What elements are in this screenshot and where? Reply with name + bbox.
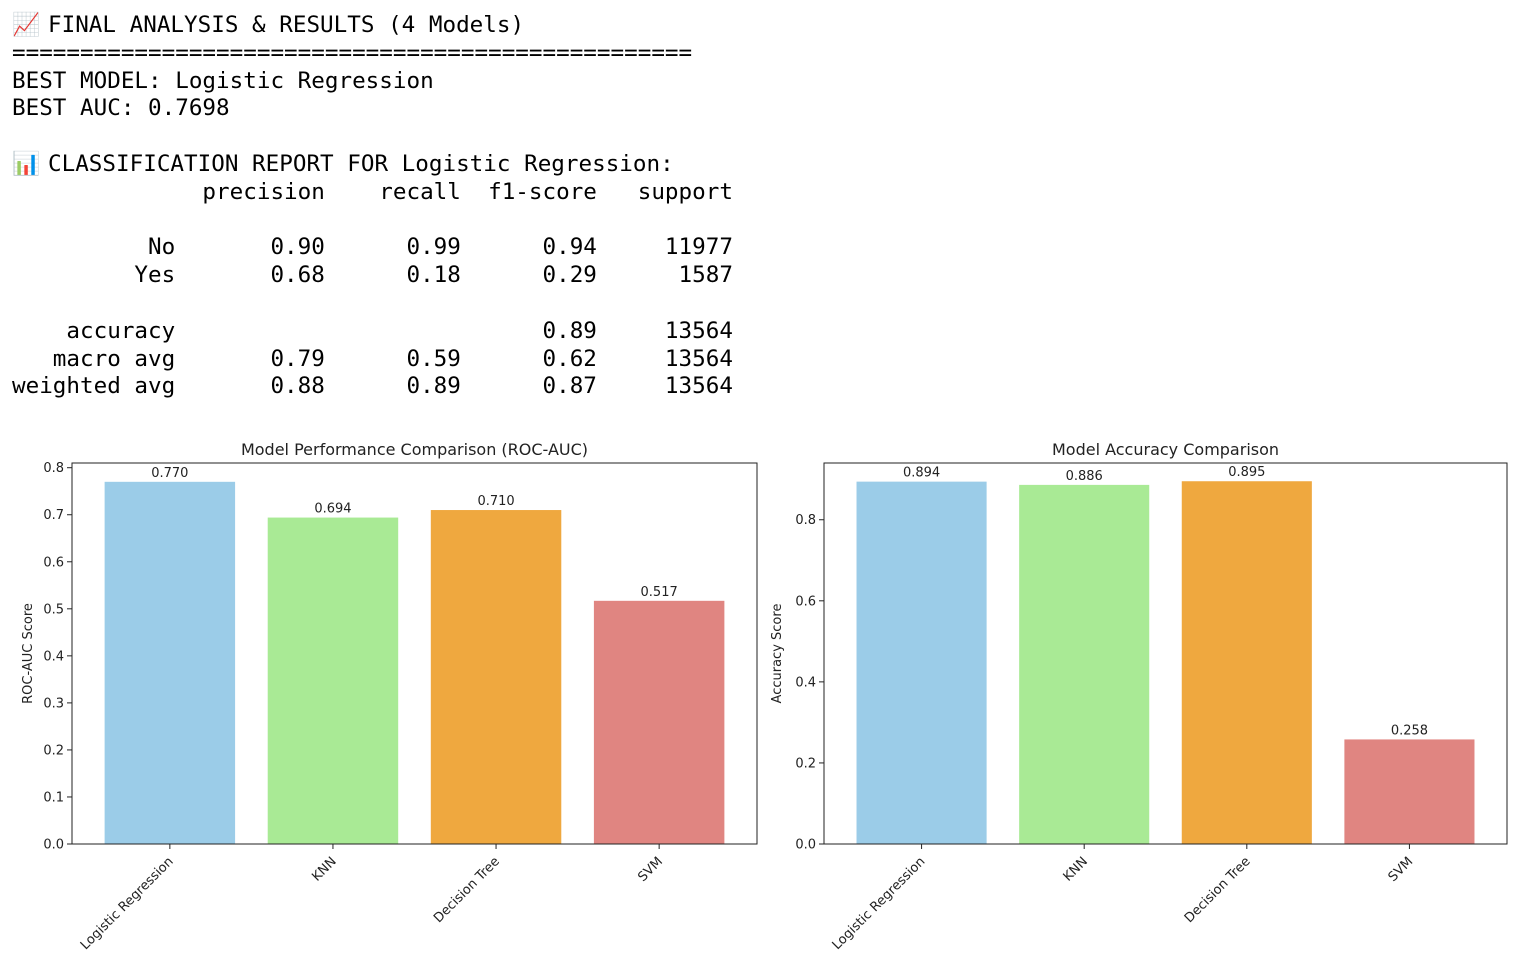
bar-value-label: 0.694 xyxy=(314,502,351,517)
x-tick-label: Logistic Regression xyxy=(78,854,177,953)
x-tick-label: SVM xyxy=(635,854,666,885)
report-row xyxy=(12,207,733,235)
y-tick-label: 0.0 xyxy=(795,838,816,853)
report-row-macro-avg: macro avg 0.79 0.59 0.62 13564 xyxy=(12,345,733,372)
bar-value-label: 0.258 xyxy=(1391,723,1428,738)
bar-knn xyxy=(267,517,399,844)
chart-title: Model Accuracy Comparison xyxy=(1052,440,1279,459)
header-line: 📈 FINAL ANALYSIS & RESULTS (4 Models) xyxy=(12,12,733,40)
report-title-line: 📊 CLASSIFICATION REPORT FOR Logistic Regr… xyxy=(12,151,733,179)
bar-value-label: 0.895 xyxy=(1228,465,1265,480)
bar-value-label: 0.710 xyxy=(477,494,514,509)
report-row xyxy=(12,290,733,318)
report-row-yes: Yes 0.68 0.18 0.29 1587 xyxy=(12,262,733,289)
y-tick-label: 0.4 xyxy=(43,649,64,664)
report-row-no: No 0.90 0.99 0.94 11977 xyxy=(12,234,733,261)
separator-line: ========================================… xyxy=(12,39,693,66)
report-title: CLASSIFICATION REPORT FOR Logistic Regre… xyxy=(48,150,674,177)
plot-frame xyxy=(71,462,758,845)
bar-logistic-regression xyxy=(104,481,236,844)
y-tick-label: 0.2 xyxy=(795,756,816,771)
y-tick-label: 0.0 xyxy=(43,838,64,853)
x-tick-label: SVM xyxy=(1386,854,1417,885)
y-tick-label: 0.7 xyxy=(43,508,64,523)
chart-title: Model Performance Comparison (ROC-AUC) xyxy=(241,440,588,459)
bar-chart-icon: 📊 xyxy=(12,150,41,177)
x-tick-label: KNN xyxy=(309,854,339,884)
bar-value-label: 0.517 xyxy=(641,585,678,600)
header-text: FINAL ANALYSIS & RESULTS (4 Models) xyxy=(48,12,525,38)
comparison-charts: 0.770 Logistic Regression 0.694 KNN 0.710 Dec… xyxy=(21,440,1508,953)
chart-1: 0.770 Logistic Regression 0.694 KNN 0.710 Dec… xyxy=(21,440,758,953)
report-header: precision recall f1-score support xyxy=(12,178,733,205)
bar-svm xyxy=(1344,739,1475,844)
y-tick-label: 0.5 xyxy=(43,602,64,617)
bar-knn xyxy=(1019,484,1150,844)
bar-decision-tree xyxy=(1181,481,1312,844)
plot-frame xyxy=(823,462,1508,845)
bar-decision-tree xyxy=(430,510,562,844)
x-tick-label: Logistic Regression xyxy=(830,854,929,953)
blank-line xyxy=(12,123,733,151)
y-tick-label: 0.4 xyxy=(795,675,816,690)
y-tick-label: 0.6 xyxy=(795,594,816,609)
y-axis-label: ROC-AUC Score xyxy=(21,603,36,704)
bar-value-label: 0.886 xyxy=(1066,469,1103,484)
chart-increasing-icon: 📈 xyxy=(12,12,41,38)
bar-logistic-regression xyxy=(856,481,987,844)
y-tick-label: 0.6 xyxy=(43,555,64,570)
y-tick-label: 0.3 xyxy=(43,696,64,711)
cell-output: 📈 FINAL ANALYSIS & RESULTS (4 Models) ====… xyxy=(12,12,733,401)
report-row-weighted-avg: weighted avg 0.88 0.89 0.87 13564 xyxy=(12,373,733,400)
y-tick-label: 0.1 xyxy=(43,790,64,805)
best-model-line: BEST MODEL: Logistic Regression xyxy=(12,67,434,94)
x-tick-label: Decision Tree xyxy=(1182,854,1254,926)
y-tick-label: 0.2 xyxy=(43,743,64,758)
best-auc-line: BEST AUC: 0.7698 xyxy=(12,95,230,122)
bar-svm xyxy=(593,600,725,844)
bar-value-label: 0.894 xyxy=(903,466,940,481)
x-tick-label: KNN xyxy=(1061,854,1091,884)
report-row-accuracy: accuracy 0.89 13564 xyxy=(12,317,733,344)
x-tick-label: Decision Tree xyxy=(431,854,503,926)
bar-value-label: 0.770 xyxy=(151,466,188,481)
y-axis-label: Accuracy Score xyxy=(770,604,785,704)
chart-2: 0.894 Logistic Regression 0.886 KNN 0.895 Dec… xyxy=(770,440,1508,953)
y-tick-label: 0.8 xyxy=(795,513,816,528)
y-tick-label: 0.8 xyxy=(43,461,64,476)
